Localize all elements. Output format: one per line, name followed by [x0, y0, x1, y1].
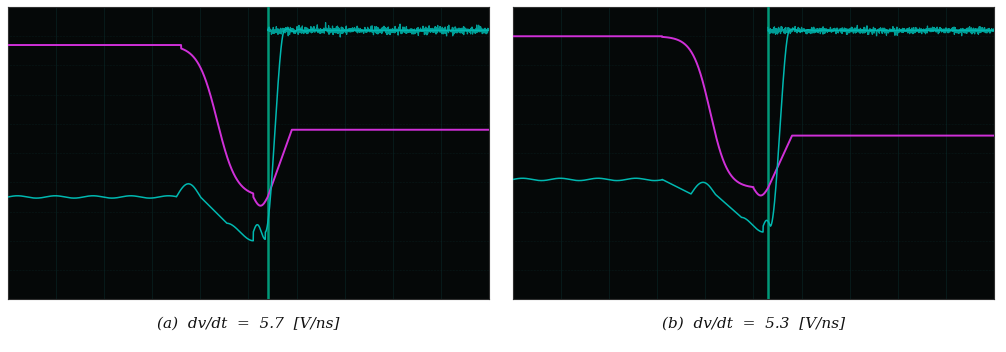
Text: (a)  dv/dt  =  5.7  [V/ns]: (a) dv/dt = 5.7 [V/ns]	[157, 317, 340, 331]
Text: (b)  dv/dt  =  5.3  [V/ns]: (b) dv/dt = 5.3 [V/ns]	[662, 317, 845, 331]
